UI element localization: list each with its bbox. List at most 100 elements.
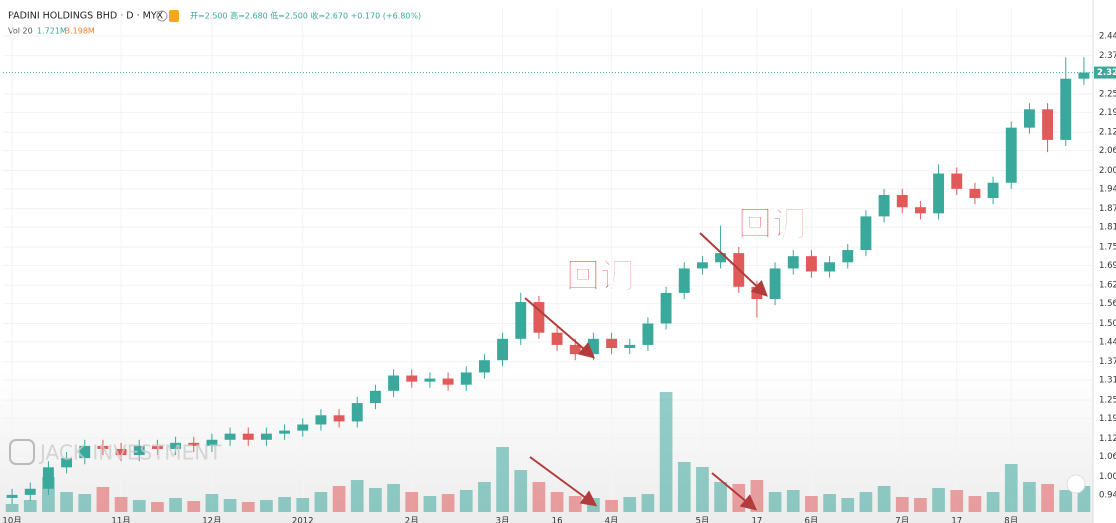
ohlc-legend: 开=2.500 高=2.680 低=2.500 收=2.670 +0.170 (… bbox=[190, 11, 421, 21]
volume-bar bbox=[768, 492, 782, 512]
y-tick-label: 1.875 bbox=[1099, 204, 1116, 214]
x-tick-label: 17 bbox=[951, 517, 962, 523]
watermark-icon bbox=[9, 439, 35, 465]
volume-bar bbox=[23, 500, 37, 512]
volume-legend-label: Vol 20 bbox=[8, 27, 33, 36]
candle-body bbox=[715, 253, 727, 263]
candle-body bbox=[787, 256, 799, 269]
volume-bar bbox=[1004, 464, 1018, 512]
volume-bar bbox=[223, 499, 237, 512]
volume-bar bbox=[950, 490, 964, 512]
volume-bar bbox=[1077, 486, 1091, 512]
candle-body bbox=[406, 375, 418, 382]
volume-bar bbox=[387, 484, 400, 512]
candle-body bbox=[24, 488, 36, 495]
volume-bar bbox=[841, 498, 855, 512]
chart-title: PADINI HOLDINGS BHD · D · MYX bbox=[8, 11, 164, 22]
y-tick-label: 1.565 bbox=[1099, 299, 1116, 309]
y-tick-label: 2.440 bbox=[1099, 31, 1116, 41]
volume-bar bbox=[332, 486, 346, 512]
candle-body bbox=[260, 433, 272, 440]
candle-body bbox=[824, 262, 836, 272]
x-tick-label: 2012 bbox=[292, 517, 314, 523]
candle-body bbox=[624, 344, 636, 348]
volume-bar bbox=[714, 482, 727, 512]
candle-body bbox=[351, 403, 363, 422]
volume-bar bbox=[696, 467, 709, 512]
volume-bar bbox=[369, 488, 382, 512]
candle-body bbox=[297, 424, 309, 431]
volume-bar bbox=[786, 490, 800, 512]
candle-body bbox=[206, 439, 218, 446]
candle-body bbox=[97, 445, 109, 449]
x-tick-label: 2月 bbox=[405, 517, 419, 523]
y-tick-label: 1.065 bbox=[1099, 452, 1116, 462]
candle-body bbox=[878, 194, 890, 217]
volume-bar bbox=[187, 501, 201, 512]
candle-body bbox=[1060, 78, 1072, 140]
volume-legend-value: 3.198M bbox=[65, 27, 95, 36]
candle-body bbox=[1042, 109, 1054, 140]
candle-body bbox=[188, 442, 200, 446]
candle-body bbox=[460, 372, 472, 385]
annotation: 回调 bbox=[566, 257, 634, 297]
candle-body bbox=[569, 344, 581, 355]
candle-body bbox=[1078, 72, 1090, 79]
x-tick-label: 7月 bbox=[895, 517, 909, 523]
candle-body bbox=[587, 338, 599, 355]
volume-bar bbox=[278, 497, 291, 512]
volume-bar bbox=[405, 492, 419, 512]
last-price-label: 2.320 bbox=[1097, 68, 1116, 78]
last-price-tag bbox=[1094, 66, 1116, 79]
volume-bar bbox=[877, 486, 891, 512]
arrow bbox=[699, 232, 768, 297]
arrow bbox=[524, 297, 596, 359]
candle-body bbox=[860, 216, 872, 251]
volume-bar bbox=[60, 492, 73, 512]
candle-body bbox=[1005, 127, 1017, 183]
candle-body bbox=[551, 332, 563, 345]
y-tick-label: 1.440 bbox=[1099, 337, 1116, 347]
watermark: JACK INVESTMENT bbox=[38, 441, 222, 465]
candle-body bbox=[388, 375, 400, 391]
volume-bar bbox=[895, 497, 909, 512]
volume-bar bbox=[514, 470, 528, 512]
volume-bar bbox=[78, 494, 92, 512]
y-tick-label: 2.190 bbox=[1099, 108, 1116, 118]
volume-bar bbox=[641, 494, 655, 512]
candle-body bbox=[969, 188, 981, 199]
y-tick-label: 2.375 bbox=[1099, 51, 1116, 61]
candle-body bbox=[1023, 109, 1035, 128]
volume-bar bbox=[496, 447, 509, 512]
candle-body bbox=[678, 268, 690, 293]
scroll-button[interactable] bbox=[1066, 474, 1086, 494]
candle-body bbox=[42, 467, 54, 489]
volume-bar bbox=[1041, 484, 1054, 512]
volume-bar bbox=[805, 496, 818, 512]
volume-bar bbox=[296, 498, 310, 512]
candle-body bbox=[79, 445, 91, 459]
volume-bar bbox=[677, 462, 691, 512]
volume-bar bbox=[205, 494, 219, 512]
y-tick-label: 1.625 bbox=[1099, 281, 1116, 291]
x-tick-label: 5月 bbox=[695, 517, 709, 523]
volume-bar bbox=[932, 488, 945, 512]
volume-bar bbox=[568, 496, 582, 512]
y-tick-label: 1.690 bbox=[1099, 261, 1116, 271]
candle-body bbox=[660, 292, 672, 324]
volume-bar bbox=[114, 497, 128, 512]
x-tick-label: 4月 bbox=[605, 517, 619, 523]
candle-body bbox=[151, 445, 163, 449]
arrow bbox=[529, 456, 598, 507]
candle-body bbox=[369, 390, 381, 404]
volume-bar bbox=[986, 492, 1000, 512]
candle-body bbox=[279, 430, 291, 434]
y-tick-label: 1.750 bbox=[1099, 242, 1116, 252]
candle-body bbox=[987, 182, 999, 199]
arrow bbox=[711, 472, 758, 511]
volume-bar bbox=[169, 498, 182, 512]
y-tick-label: 1.500 bbox=[1099, 319, 1116, 329]
x-tick-label: 16 bbox=[552, 517, 563, 523]
candle-body bbox=[515, 302, 527, 339]
bottom-shade bbox=[0, 370, 1093, 523]
